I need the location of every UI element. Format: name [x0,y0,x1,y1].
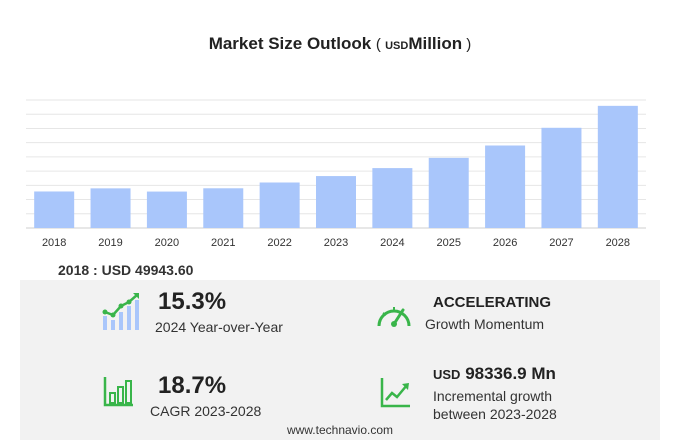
incremental-label-2: between 2023-2028 [433,406,557,422]
bar-2020 [146,191,187,228]
cagr-value: 18.7% [158,372,227,399]
x-tick-label: 2024 [380,237,404,249]
x-tick-label: 2026 [493,237,517,249]
chart-title: Market Size Outlook ( USDMillion ) [0,34,680,54]
market-size-bar-chart: 2018 2019 2020 2021 2022 2023 2024 2025 2026 2027… [26,99,646,249]
x-tick-label: 2018 [42,237,66,249]
x-tick-label: 2023 [324,237,348,249]
bar-2026 [485,145,526,228]
x-tick-label: 2020 [155,237,179,249]
bar-2025 [428,157,469,228]
x-tick-label: 2025 [436,237,460,249]
bar-2027 [541,127,582,228]
footer-source: www.technavio.com [286,423,394,437]
stats-panel: 15.3% 2024 Year-over-Year ACCELERATING G… [20,280,660,440]
x-tick-label: 2021 [211,237,235,249]
chart-bars [34,105,638,228]
unit-currency: USD [385,40,409,52]
yoy-label: 2024 Year-over-Year [155,319,283,335]
bar-2024 [372,168,413,228]
x-tick-label: 2027 [549,237,573,249]
title-text: Market Size Outlook [208,34,372,53]
trend-line-icon [380,378,410,408]
chart-x-labels: 2018 2019 2020 2021 2022 2023 2024 2025 2026 2027… [42,237,630,249]
incremental-value: USD 98336.9 Mn [433,364,556,384]
base-year-value: 2018 : USD 49943.60 [58,262,194,278]
x-tick-label: 2022 [267,237,291,249]
bar-2021 [203,188,244,228]
incremental-amount: 98336.9 Mn [465,364,556,383]
bar-2018 [34,191,75,228]
title-unit: ( USDMillion ) [375,34,472,53]
yoy-value: 15.3% [158,288,227,315]
bar-2019 [90,188,131,228]
bar-chart-icon [103,377,133,407]
bar-2023 [316,176,356,228]
bar-2028 [597,105,638,228]
x-tick-label: 2028 [606,237,630,249]
speedometer-icon [377,307,411,327]
bar-2022 [259,182,300,228]
momentum-label: Growth Momentum [425,316,545,332]
cagr-label: CAGR 2023-2028 [150,403,262,419]
x-tick-label: 2019 [98,237,122,249]
momentum-value: ACCELERATING [433,294,552,311]
unit-scale: Million [408,34,463,53]
growth-chart-icon [102,293,139,330]
incremental-currency: USD [433,367,461,382]
incremental-label-1: Incremental growth [433,388,553,404]
